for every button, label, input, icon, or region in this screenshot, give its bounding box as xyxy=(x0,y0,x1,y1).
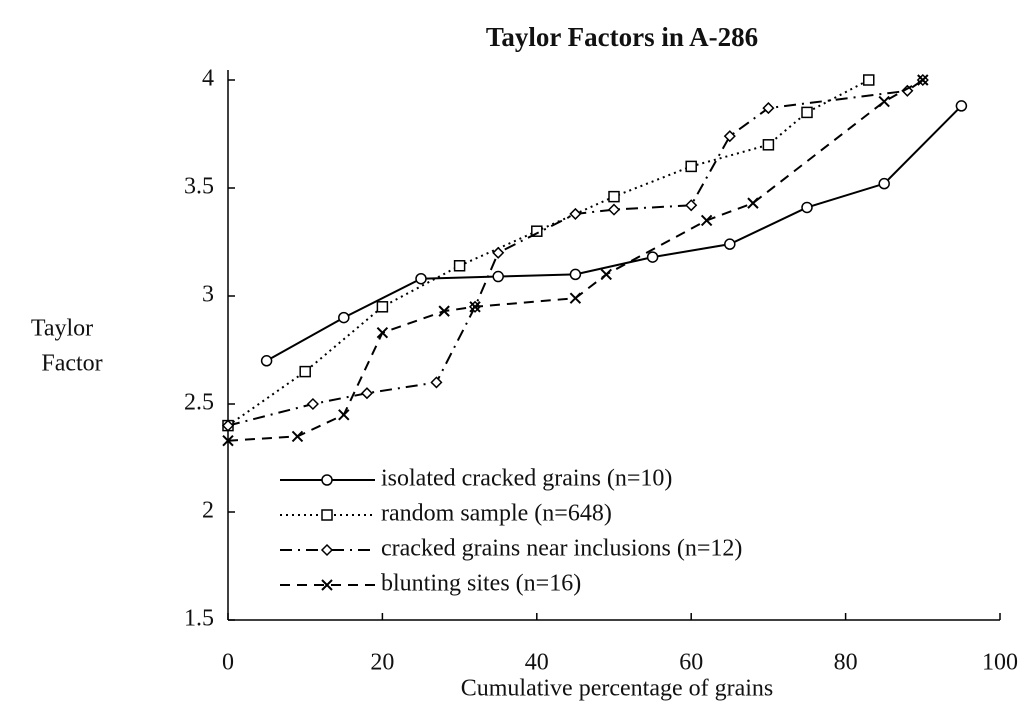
x-tick-label: 0 xyxy=(222,650,234,676)
y-axis-label: Taylor xyxy=(31,316,93,342)
series-line xyxy=(266,105,963,362)
x-tick-label: 40 xyxy=(525,650,549,676)
x-tick-label: 100 xyxy=(982,650,1018,676)
marker xyxy=(878,177,890,190)
marker xyxy=(291,430,304,443)
marker xyxy=(569,268,582,281)
y-tick-label: 3 xyxy=(202,282,214,308)
series-line xyxy=(227,79,924,442)
legend-marker xyxy=(321,579,333,591)
marker xyxy=(723,130,736,143)
marker xyxy=(608,190,620,203)
x-tick-label: 20 xyxy=(370,650,394,676)
marker xyxy=(600,268,612,281)
marker xyxy=(569,207,582,220)
marker xyxy=(724,238,736,250)
marker xyxy=(306,397,319,411)
marker xyxy=(469,301,481,313)
marker xyxy=(685,160,697,173)
legend-marker xyxy=(320,543,334,557)
marker xyxy=(955,100,968,112)
marker xyxy=(299,365,311,378)
marker xyxy=(747,197,759,209)
marker xyxy=(607,203,621,216)
y-tick-label: 4 xyxy=(202,66,214,92)
y-tick-label: 2.5 xyxy=(184,390,214,416)
marker xyxy=(453,260,466,272)
marker xyxy=(917,74,929,86)
marker xyxy=(685,199,698,212)
marker xyxy=(376,327,389,339)
x-axis-label: Cumulative percentage of grains xyxy=(461,676,774,702)
x-tick-label: 80 xyxy=(834,650,858,676)
y-tick-label: 2 xyxy=(202,498,214,524)
marker xyxy=(531,225,543,237)
marker xyxy=(221,419,235,432)
chart-title: Taylor Factors in A-286 xyxy=(486,22,758,52)
marker xyxy=(569,292,582,304)
marker xyxy=(360,387,374,400)
marker xyxy=(646,251,659,263)
marker xyxy=(492,270,504,283)
marker xyxy=(430,376,443,389)
marker xyxy=(415,272,427,285)
legend-marker xyxy=(321,509,333,521)
legend-label: blunting sites (n=16) xyxy=(381,571,581,597)
legend-label: random sample (n=648) xyxy=(381,501,612,527)
marker xyxy=(801,201,813,214)
marker xyxy=(438,305,450,317)
marker xyxy=(222,435,234,447)
y-tick-label: 3.5 xyxy=(184,174,214,200)
marker xyxy=(338,409,350,421)
marker xyxy=(801,106,813,119)
y-axis-label: Factor xyxy=(41,351,102,377)
marker xyxy=(762,139,775,151)
marker xyxy=(700,214,713,227)
legend-marker xyxy=(321,474,333,486)
x-tick-label: 60 xyxy=(679,650,703,676)
marker xyxy=(260,355,273,367)
marker xyxy=(492,246,505,259)
legend-label: isolated cracked grains (n=10) xyxy=(381,466,672,492)
marker xyxy=(878,95,890,108)
marker xyxy=(376,301,389,313)
series-line xyxy=(227,79,924,427)
marker xyxy=(863,74,875,86)
marker xyxy=(338,311,350,324)
legend-label: cracked grains near inclusions (n=12) xyxy=(381,536,742,562)
marker xyxy=(762,102,775,115)
series-line xyxy=(227,79,870,427)
y-tick-label: 1.5 xyxy=(184,606,214,632)
